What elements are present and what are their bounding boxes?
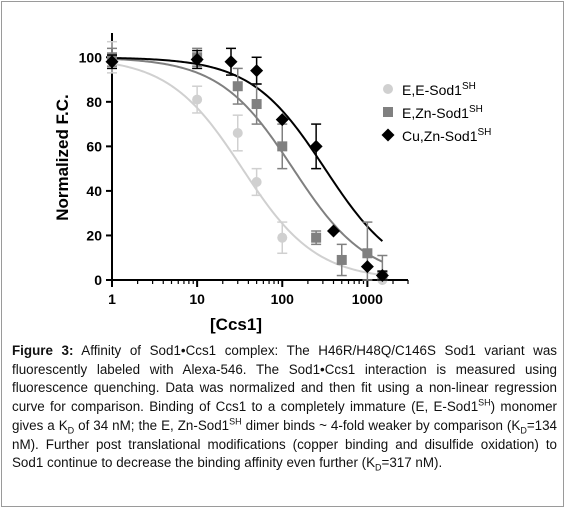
data-point [224, 55, 238, 69]
caption-text-6: =317 nM). [381, 455, 443, 471]
data-point [275, 113, 289, 127]
data-point [251, 177, 262, 187]
caption-text-3: of 34 nM; the E, Zn-Sod1 [74, 417, 230, 433]
caption-text-2: ) monomer gives a K [12, 399, 557, 433]
data-point [327, 224, 341, 238]
y-tick-label: 0 [94, 272, 102, 288]
data-point [232, 81, 243, 92]
fit-curve [111, 62, 383, 277]
caption-text-1: Affinity of Sod1•Ccs1 complex: The H46R/… [12, 343, 557, 415]
data-point [250, 64, 264, 78]
data-point [362, 248, 373, 259]
data-point [360, 260, 374, 274]
data-point [251, 99, 262, 110]
caption-sub-3: D [375, 462, 382, 473]
data-point [336, 254, 347, 265]
x-tick-label: 100 [271, 291, 295, 307]
legend-label-2: E,Zn-Sod1SH [402, 104, 483, 121]
figure-caption: Figure 3: Affinity of Sod1•Ccs1 complex:… [12, 342, 557, 473]
caption-text-4: dimer binds ~ 4-fold weaker by compariso… [241, 417, 521, 433]
x-tick-label: 1 [108, 291, 116, 307]
y-axis-label: Normalized F.C. [53, 94, 72, 221]
x-tick-label: 1000 [352, 291, 383, 307]
y-tick-label: 20 [86, 227, 102, 243]
y-tick-label: 40 [86, 183, 102, 199]
x-tick-label: 10 [189, 291, 205, 307]
caption-label: Figure 3: [12, 343, 74, 358]
dose-response-chart: 0 20 40 60 80 100 1 10 100 1000 [Ccs1] Normalized F… [53, 33, 491, 334]
legend-marker [383, 84, 393, 94]
fit-curve [111, 56, 384, 242]
caption-sub-1: D [67, 425, 75, 436]
data-point [375, 269, 389, 283]
y-tick-label: 60 [86, 138, 102, 154]
data-point [277, 141, 288, 152]
data-point [277, 232, 288, 243]
data-point [190, 53, 204, 66]
y-tick-label: 80 [86, 94, 102, 110]
data-point [309, 139, 323, 153]
data-point [311, 232, 322, 243]
data-point [192, 94, 203, 105]
data-point [232, 128, 243, 138]
legend-label-3: Cu,Zn-Sod1SH [402, 127, 491, 144]
caption-sup-2: SH [229, 416, 242, 427]
caption-sup-1: SH [478, 397, 491, 408]
legend-marker [381, 128, 395, 142]
legend-label-1: E,E-Sod1SH [402, 81, 476, 98]
caption-text-5: =134 nM). Further post translational mod… [12, 417, 557, 471]
legend-marker [383, 107, 393, 117]
x-axis-label: [Ccs1] [210, 315, 262, 334]
y-tick-label: 100 [79, 49, 103, 65]
data-point [105, 55, 119, 69]
caption-sub-2: D [520, 425, 527, 436]
fit-curve [111, 57, 383, 263]
